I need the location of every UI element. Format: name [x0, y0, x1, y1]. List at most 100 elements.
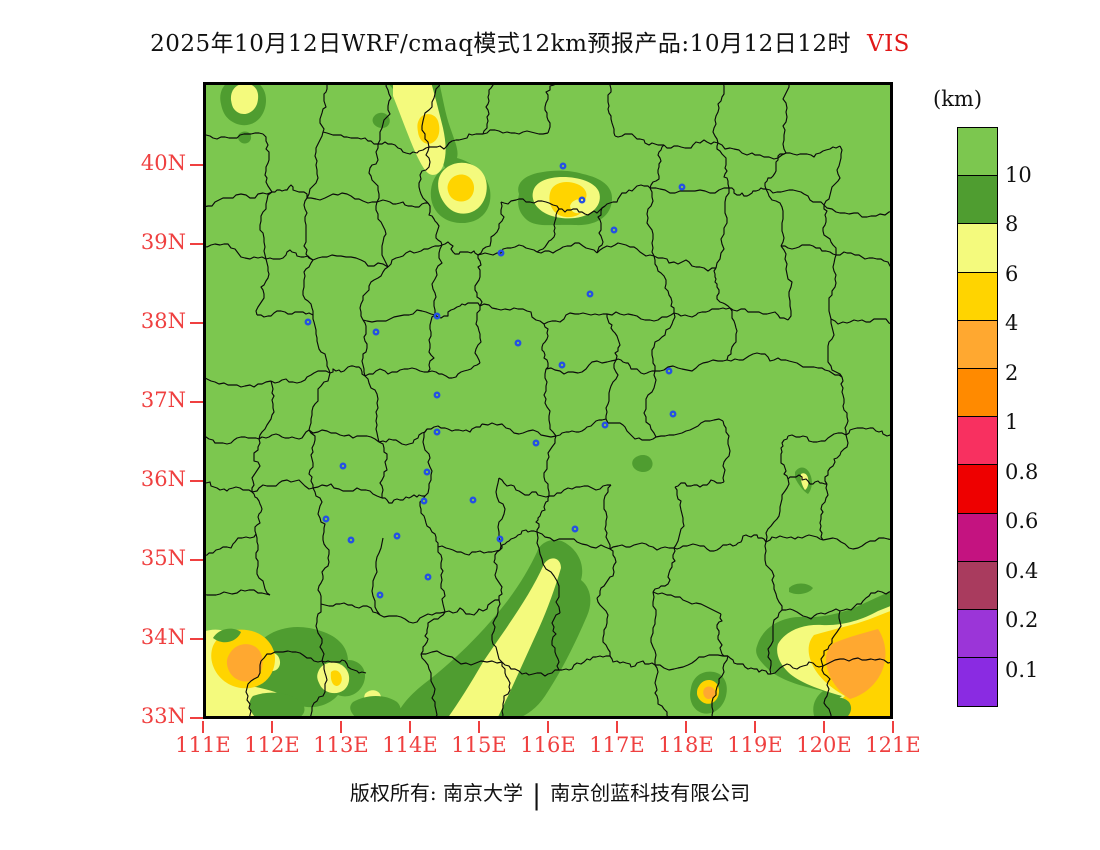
map-boundary-line — [499, 529, 538, 551]
lon-tick — [202, 721, 205, 733]
map-boundary-line — [420, 653, 438, 720]
map-boundary-line — [544, 81, 558, 134]
map-boundary-line — [368, 144, 380, 203]
lon-axis-label: 117E — [589, 733, 645, 757]
map-boundary-line — [729, 307, 789, 321]
vis-contour-patch-2-4 — [703, 686, 716, 699]
map-boundary-line — [654, 664, 669, 720]
map-boundary-line — [824, 434, 849, 485]
map-boundary-line — [652, 591, 722, 615]
map-boundary-line — [427, 314, 436, 373]
colorbar-segment — [957, 175, 998, 225]
lat-tick — [190, 322, 203, 325]
map-boundary-line — [309, 660, 328, 720]
map-boundary-line — [477, 244, 538, 256]
city-marker — [433, 428, 441, 436]
map-boundary-line — [615, 358, 655, 375]
colorbar-tick-label: 1 — [1005, 410, 1019, 434]
map-boundary-line — [655, 418, 724, 438]
map-boundary-line — [765, 478, 790, 543]
map-boundary-line — [764, 541, 783, 610]
lat-axis-label: 39N — [140, 230, 186, 254]
map-boundary-line — [787, 474, 827, 485]
vis-contour-patch-6-8 — [230, 83, 259, 114]
city-marker — [601, 421, 609, 429]
map-boundary-line — [421, 81, 442, 148]
map-boundary-line — [302, 259, 314, 315]
colorbar-tick-label: 0.8 — [1005, 459, 1039, 484]
map-boundary-line — [823, 204, 894, 218]
map-boundary-line — [663, 139, 719, 149]
map-boundary-line — [418, 146, 431, 204]
map-boundary-line — [717, 142, 787, 160]
map-boundary-line — [536, 208, 560, 253]
footer-owner: 版权所有: 南京大学 — [349, 781, 523, 805]
copyright-footer: 版权所有: 南京大学 | 南京创蓝科技有限公司 — [0, 777, 1100, 811]
map-boundary-line — [482, 129, 549, 135]
map-boundary-line — [312, 487, 327, 548]
lon-axis-label: 116E — [520, 733, 576, 757]
map-boundary-line — [726, 534, 767, 547]
county-boundaries — [202, 81, 894, 720]
map-boundary-line — [596, 205, 606, 254]
colorbar — [957, 127, 998, 707]
colorbar-segment — [957, 512, 998, 563]
lon-tick — [271, 721, 274, 733]
forecast-map — [202, 77, 894, 720]
map-boundary-line — [362, 309, 436, 323]
map-boundary-line — [650, 187, 729, 194]
map-boundary-line — [477, 201, 505, 256]
map-boundary-line — [245, 660, 262, 720]
map-boundary-line — [845, 427, 894, 438]
map-boundary-line — [559, 205, 606, 216]
map-boundary-line — [604, 184, 651, 207]
city-marker — [424, 573, 432, 581]
map-boundary-line — [819, 483, 829, 541]
map-boundary-line — [378, 441, 388, 498]
lon-tick — [478, 721, 481, 733]
lon-tick — [823, 721, 826, 733]
map-boundary-line — [260, 650, 323, 663]
map-boundary-line — [361, 319, 368, 377]
map-boundary-line — [259, 191, 273, 260]
map-boundary-line — [541, 323, 549, 370]
city-marker — [497, 249, 505, 257]
map-boundary-line — [322, 131, 378, 145]
map-boundary-line — [270, 370, 331, 384]
map-boundary-line — [674, 479, 725, 488]
map-boundary-line — [379, 611, 446, 624]
map-border — [203, 82, 893, 719]
lon-tick — [616, 721, 619, 733]
map-boundary-line — [419, 495, 439, 547]
colorbar-tick-label: 6 — [1005, 261, 1019, 286]
colorbar-tick-label: 0.4 — [1005, 558, 1039, 583]
map-boundary-line — [716, 613, 728, 657]
map-boundary-line — [830, 318, 894, 326]
lon-axis-label: 121E — [865, 733, 921, 757]
map-boundary-line — [376, 199, 428, 208]
lat-axis-label: 40N — [140, 151, 186, 175]
map-boundary-line — [498, 477, 550, 498]
city-marker — [669, 410, 677, 418]
lat-tick — [190, 717, 203, 720]
map-boundary-line — [822, 205, 837, 255]
map-boundary-line — [596, 548, 617, 599]
map-boundary-line — [202, 533, 257, 557]
map-boundary-line — [836, 251, 894, 269]
city-marker — [678, 183, 686, 191]
lon-tick — [685, 721, 688, 733]
map-boundary-line — [822, 657, 894, 667]
colorbar-tick-label: 0.6 — [1005, 509, 1039, 533]
map-boundary-line — [673, 543, 727, 552]
lon-tick — [754, 721, 757, 733]
map-boundary-line — [651, 312, 676, 371]
map-boundary-line — [729, 187, 766, 197]
lon-tick — [892, 721, 895, 733]
map-boundary-line — [713, 267, 731, 309]
vis-contour-patch-2-4 — [826, 629, 886, 699]
city-marker — [376, 591, 384, 599]
lat-tick — [190, 480, 203, 483]
lat-axis-label: 38N — [140, 309, 186, 333]
map-boundary-line — [482, 81, 496, 135]
